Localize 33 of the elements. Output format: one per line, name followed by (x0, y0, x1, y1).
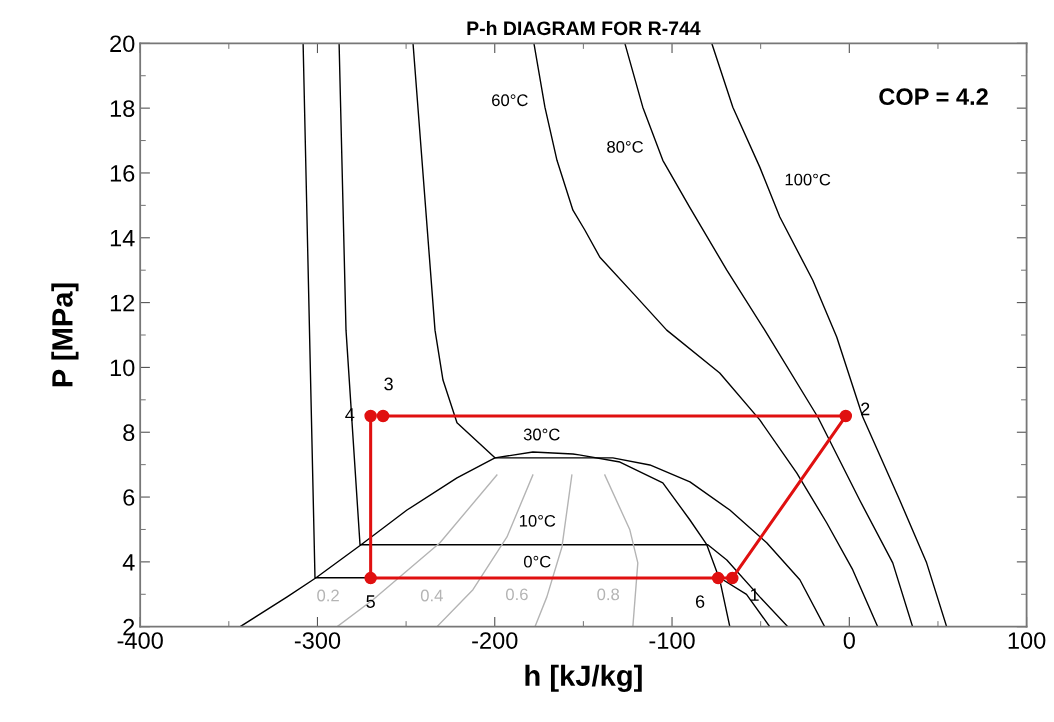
annotation: 1 (750, 588, 759, 601)
annotation: 100°C (785, 173, 831, 186)
annotation: 2 (861, 402, 870, 416)
annotation: 5 (366, 595, 375, 608)
y-tick-label: 14 (110, 230, 135, 247)
y-tick-label: 6 (123, 489, 135, 506)
annotation: 0.4 (420, 589, 443, 602)
y-tick-label: 16 (110, 165, 135, 182)
annotation: 0°C (523, 555, 551, 568)
x-tick-label: -200 (472, 632, 518, 649)
chart-title: P-h DIAGRAM FOR R-744 (467, 20, 701, 36)
y-tick-label: 20 (110, 35, 135, 53)
annotation: COP = 4.2 (879, 88, 988, 106)
y-tick-label: 8 (123, 424, 135, 442)
annotation: 10°C (519, 514, 556, 527)
annotation: 0.6 (505, 588, 528, 601)
x-axis-title: h [kJ/kg] (525, 664, 642, 692)
y-tick-label: 4 (122, 554, 135, 571)
x-tick-label: 0 (843, 632, 855, 649)
annotation: 0.2 (317, 589, 339, 602)
y-tick-label: 18 (110, 100, 135, 117)
annotation: 6 (695, 595, 705, 608)
annotation: 30°C (523, 428, 560, 441)
annotation: 80°C (607, 141, 644, 153)
x-tick-label: -100 (649, 632, 695, 649)
annotation: 3 (384, 377, 393, 391)
annotation: 0.8 (597, 588, 620, 601)
y-axis-title: P [MPa] (51, 283, 79, 387)
x-tick-label: 100 (1008, 632, 1046, 649)
x-tick-label: -300 (294, 632, 341, 649)
y-tick-label: 10 (110, 359, 135, 377)
y-tick-label: 12 (110, 294, 135, 312)
annotation: 60°C (492, 94, 528, 107)
